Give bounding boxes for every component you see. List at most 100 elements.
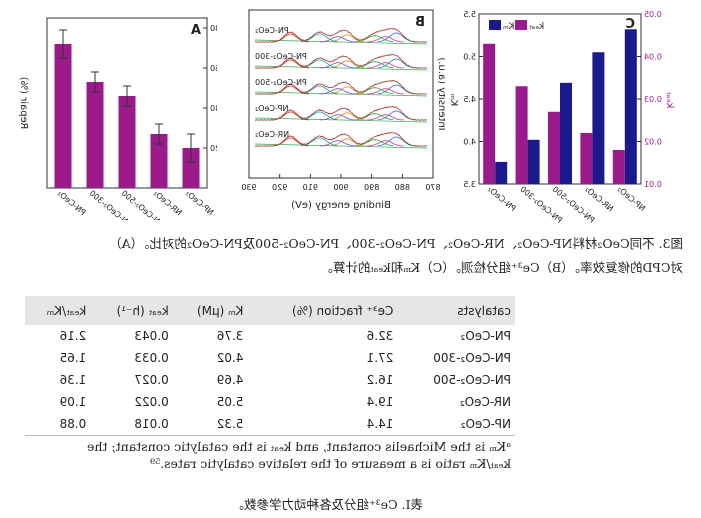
panel-b-component-peak (301, 137, 338, 147)
kinetics-table-wrap: catalysts Ce³⁺ fraction (%) Kₘ (μM) kₑₐₜ (h… (25, 296, 515, 436)
panel-b-traces: PN-CeO₂ PN-CeO₂-300 PN-CeO₂-500 NP-CeO₂ NR-C… (254, 26, 428, 149)
footnote-line-2: kₑₐₜ/Kₘ ratio is a measure of the relati… (150, 456, 511, 471)
panel-c-category-label: NR-CeO₂ (583, 185, 615, 214)
panel-b-xlabel: Binding energy (eV) (291, 200, 391, 211)
panel-c-km-tick-label: 5.0 (463, 53, 476, 62)
table-footnote: ᵃKₘ is the Michaelis constant, and kₑₐₜ … (11, 438, 511, 472)
panel-b-component-peak (367, 36, 404, 43)
panel-b-component-peak (377, 58, 415, 69)
table-header-cell: kₑₐₜ/Kₘ (46, 303, 87, 318)
panel-b-tick-label: 870 (425, 183, 440, 192)
panel-c-km-bar (560, 82, 572, 184)
panel-b-component-peak (377, 32, 415, 43)
table-header-cell: kₑₐₜ (h⁻¹) (116, 303, 169, 318)
panel-c-legend: Kₘ kₑₐₜ (489, 20, 544, 32)
panel-c-km-tick-label: 4.5 (463, 95, 476, 104)
panel-a-bar (54, 44, 72, 188)
panel-b-fit (255, 54, 427, 69)
panel-c-ticks: 0.01 0.02 0.03 0.04 0.05 3.5 4.0 4.5 5.0 5.5 (463, 10, 662, 189)
panel-c-km-bar (495, 161, 508, 184)
panel-b-component-peak (319, 36, 357, 43)
table-cell: 1.65 (59, 351, 87, 365)
table-header-cell: Kₘ (μM) (196, 303, 244, 318)
panel-a-bar (86, 82, 104, 188)
panel-b-x-ticks: 870 880 890 900 910 920 930 (241, 174, 441, 192)
table-cell: 0.027 (134, 373, 169, 387)
table-cell: PN-CeO₂ (460, 329, 511, 343)
panel-c-km-tick-label: 3.5 (463, 180, 476, 189)
panel-b-component-peak (356, 139, 394, 147)
panel-a-category-label: NP-CeO₂ (184, 189, 215, 217)
panel-b-letter: B (415, 15, 425, 30)
panel-c-left-axis-label: kₑₐₜ (664, 92, 675, 109)
legend-km-swatch (489, 20, 501, 30)
panel-b-baseline (255, 39, 427, 45)
panel-b-tick-label: 910 (303, 183, 318, 192)
table-header-row: catalysts Ce³⁺ fraction (%) Kₘ (μM) kₑₐₜ (h… (25, 296, 515, 325)
panel-b-trace-label: NP-CeO₂ (255, 104, 289, 113)
panel-c-km-tick-label: 4.0 (463, 138, 476, 147)
table-caption: 表I. Ce³⁺组分及各种动力学参数。 (231, 497, 423, 512)
panel-c-kcat-bar (580, 133, 593, 184)
panel-b-component-peak (319, 114, 357, 121)
table-cell: 32.6 (366, 329, 394, 343)
panel-a-tick-label: 80 (210, 24, 217, 33)
table-cell: 1.36 (59, 373, 87, 387)
panel-b-ylabel: Intensity (a.u.) (436, 57, 445, 130)
panel-b-tick-label: 900 (333, 183, 348, 192)
panel-c-kcat-bar (548, 111, 560, 184)
table-header-cell: catalysts (457, 303, 511, 318)
panel-b-component-peak (367, 140, 404, 147)
table-row: PN-CeO₂-300 27.1 4.02 0.033 1.65 (25, 347, 515, 369)
panel-b-baseline (255, 143, 427, 149)
table-cell: 4.69 (216, 373, 244, 387)
panel-b-fit (255, 80, 427, 95)
panel-b-component-peak (319, 88, 357, 95)
footnote-line-1: ᵃKₘ is the Michaelis constant, and kₑₐₜ … (87, 439, 511, 454)
legend-km-label: Kₘ (503, 22, 515, 32)
table-cell: NR-CeO₂ (459, 395, 511, 409)
table-cell: 19.4 (366, 395, 394, 409)
panel-c-kcat-bar (515, 86, 528, 184)
table-row: PN-CeO₂-500 16.2 4.69 0.027 1.36 (25, 369, 515, 391)
panel-c-km-bar (592, 52, 605, 184)
panel-c-category-label: NP-CeO₂ (616, 185, 647, 213)
panel-b-component-peak (367, 62, 404, 69)
panel-b-tick-label: 920 (272, 183, 287, 192)
panel-c-right-axis-label: Kₘ (448, 94, 459, 107)
panel-b-baseline (255, 117, 427, 123)
panel-b-fit (255, 28, 427, 43)
table-cell: PN-CeO₂-500 (433, 373, 511, 387)
legend-kcat-label: kₑₐₜ (529, 22, 544, 32)
table-cell: 5.05 (216, 395, 244, 409)
panel-b-baseline (255, 91, 427, 97)
panel-a-tick-label: 40 (210, 104, 217, 113)
panel-a-letter: A (191, 23, 201, 38)
panel-a-bar (118, 96, 136, 188)
panel-b-chart: B Intensity (a.u.) Binding energy (eV) 8… (241, 9, 445, 211)
table-cell: 5.32 (172, 413, 248, 436)
panel-b-component-peak (377, 84, 415, 95)
panel-b-tick-label: 930 (241, 183, 256, 192)
panel-c-kcat-tick-label: 0.05 (644, 10, 662, 19)
kinetics-table: catalysts Ce³⁺ fraction (%) Kₘ (μM) kₑₐₜ (h… (25, 296, 515, 436)
panel-c-kcat-tick-label: 0.02 (644, 138, 662, 147)
panel-b-component-peak (319, 62, 357, 69)
panel-c-chart: C Kₘ kₑₐₜ Kₘ kₑₐₜ 0.01 0.02 0.03 0.04 0.05 3.… (448, 10, 675, 225)
table-cell: PN-CeO₂-300 (433, 351, 511, 365)
table-cell: NP-CeO₂ (397, 413, 515, 436)
table-row: NR-CeO₂ 19.4 5.05 0.022 1.09 (25, 391, 515, 413)
panel-c-kcat-bar (612, 150, 625, 184)
table-cell: 2.16 (59, 329, 87, 343)
panel-b-fit (255, 106, 427, 121)
panel-a-tick-label: 20 (210, 144, 217, 153)
table-cell: 4.02 (216, 351, 244, 365)
panel-b-component-peak (319, 140, 357, 147)
table-cell: 16.2 (366, 373, 394, 387)
panel-a-bar (150, 134, 168, 188)
panel-b-trace-label: PN-CeO₂ (255, 26, 289, 35)
panel-c-kcat-tick-label: 0.03 (644, 95, 662, 104)
panel-b-trace-label: NR-CeO₂ (255, 130, 289, 139)
table-cell: 3.76 (216, 329, 244, 343)
table-header-cell: Ce³⁺ fraction (%) (291, 303, 394, 318)
